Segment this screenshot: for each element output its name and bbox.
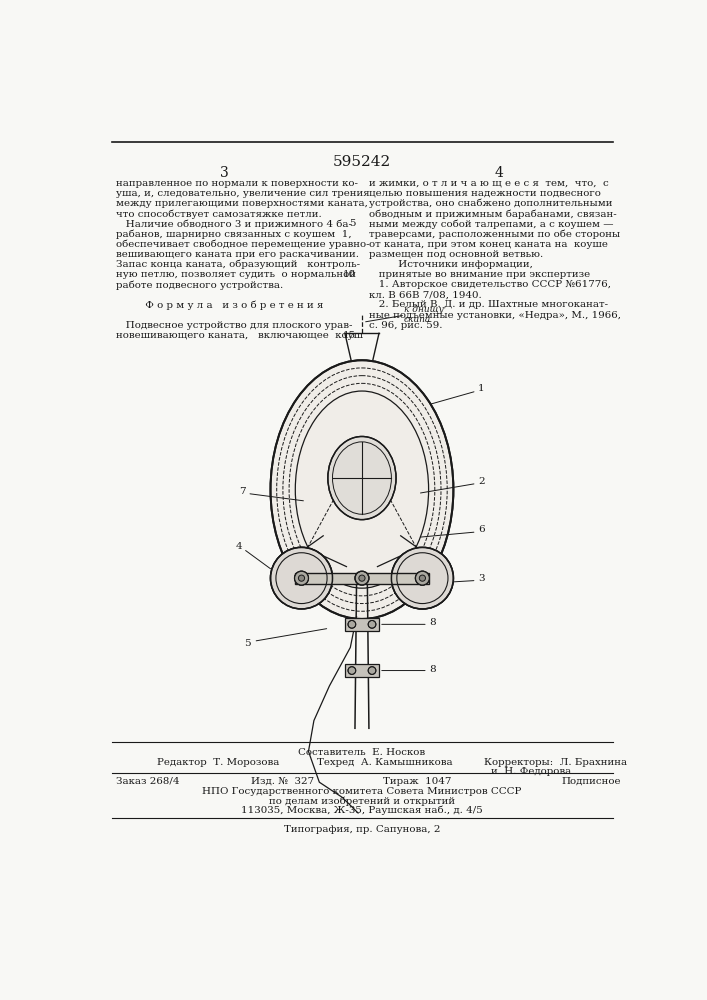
- Text: 4: 4: [235, 542, 242, 551]
- Text: ными между собой талрепами, а с коушем —: ными между собой талрепами, а с коушем —: [369, 219, 614, 229]
- Text: Наличие обводного 3 и прижимного 4 ба-: Наличие обводного 3 и прижимного 4 ба-: [115, 219, 351, 229]
- Text: новешивающего каната,   включающее  коуш: новешивающего каната, включающее коуш: [115, 331, 363, 340]
- Text: 2: 2: [478, 477, 485, 486]
- Text: скипа: скипа: [404, 315, 431, 324]
- Bar: [345, 618, 379, 631]
- Text: рабанов, шарнирно связанных с коушем  1,: рабанов, шарнирно связанных с коушем 1,: [115, 229, 351, 239]
- Text: 5: 5: [349, 219, 356, 228]
- Text: от каната, при этом конец каната на  коуше: от каната, при этом конец каната на коуш…: [369, 240, 608, 249]
- Ellipse shape: [298, 575, 305, 581]
- Text: принятые во внимание при экспертизе: принятые во внимание при экспертизе: [369, 270, 590, 279]
- Text: 595242: 595242: [333, 155, 391, 169]
- Ellipse shape: [419, 575, 426, 581]
- Text: вешивающего каната при его раскачивании.: вешивающего каната при его раскачивании.: [115, 250, 358, 259]
- Text: устройства, оно снабжено дополнительными: устройства, оно снабжено дополнительными: [369, 199, 612, 208]
- Text: Источники информации,: Источники информации,: [369, 260, 533, 269]
- Text: Составитель  Е. Носков: Составитель Е. Носков: [298, 748, 426, 757]
- Text: Тираж  1047: Тираж 1047: [383, 777, 451, 786]
- Ellipse shape: [392, 547, 453, 609]
- Text: ные подъемные установки, «Недра», М., 1966,: ные подъемные установки, «Недра», М., 19…: [369, 311, 621, 320]
- Text: Типография, пр. Сапунова, 2: Типография, пр. Сапунова, 2: [284, 825, 440, 834]
- Text: и  Н. Федорова: и Н. Федорова: [491, 767, 572, 776]
- Text: 2. Белый В. Д. и др. Шахтные многоканат-: 2. Белый В. Д. и др. Шахтные многоканат-: [369, 300, 608, 309]
- Ellipse shape: [348, 667, 356, 674]
- Text: 8: 8: [429, 618, 436, 627]
- Text: к днищу: к днищу: [404, 305, 444, 314]
- Text: по делам изобретений и открытий: по делам изобретений и открытий: [269, 796, 455, 806]
- Text: работе подвесного устройства.: работе подвесного устройства.: [115, 280, 283, 290]
- Bar: [345, 664, 379, 677]
- Text: 8: 8: [429, 665, 436, 674]
- Text: траверсами, расположенными по обе стороны: траверсами, расположенными по обе сторон…: [369, 229, 620, 239]
- Text: 6: 6: [478, 525, 485, 534]
- Ellipse shape: [355, 571, 369, 585]
- Text: НПО Государственного комитета Совета Министров СССР: НПО Государственного комитета Совета Мин…: [202, 787, 522, 796]
- Text: 1: 1: [478, 384, 485, 393]
- Text: Заказ 268/4: Заказ 268/4: [115, 777, 179, 786]
- Text: Техред  А. Камышникова: Техред А. Камышникова: [317, 758, 452, 767]
- Text: 3: 3: [220, 166, 228, 180]
- Text: направленное по нормали к поверхности ко-: направленное по нормали к поверхности ко…: [115, 179, 358, 188]
- Text: 7: 7: [239, 487, 246, 496]
- Text: 15: 15: [343, 331, 356, 340]
- Text: уша, и, следовательно, увеличение сил трения: уша, и, следовательно, увеличение сил тр…: [115, 189, 369, 198]
- Text: Ф о р м у л а   и з о б р е т е н и я: Ф о р м у л а и з о б р е т е н и я: [115, 300, 323, 310]
- Text: целью повышения надежности подвесного: целью повышения надежности подвесного: [369, 189, 601, 198]
- Ellipse shape: [295, 571, 308, 585]
- Text: 5: 5: [245, 639, 251, 648]
- Text: 1. Авторское свидетельство СССР №61776,: 1. Авторское свидетельство СССР №61776,: [369, 280, 611, 289]
- Ellipse shape: [328, 436, 396, 520]
- Bar: [296, 573, 428, 584]
- Text: 113035, Москва, Ж-35, Раушская наб., д. 4/5: 113035, Москва, Ж-35, Раушская наб., д. …: [241, 805, 483, 815]
- Text: Изд. №  327: Изд. № 327: [251, 777, 314, 786]
- Text: и жимки, о т л и ч а ю щ е е с я  тем,  что,  с: и жимки, о т л и ч а ю щ е е с я тем, чт…: [369, 179, 609, 188]
- Ellipse shape: [295, 571, 308, 585]
- Text: Редактор  Т. Морозова: Редактор Т. Морозова: [156, 758, 279, 767]
- Ellipse shape: [416, 571, 429, 585]
- Text: размещен под основной ветвью.: размещен под основной ветвью.: [369, 250, 543, 259]
- Text: Корректоры:  Л. Брахнина: Корректоры: Л. Брахнина: [484, 758, 626, 767]
- Ellipse shape: [416, 571, 429, 585]
- Text: 4: 4: [495, 166, 503, 180]
- Text: 3: 3: [478, 574, 485, 583]
- Ellipse shape: [271, 547, 332, 609]
- Text: Подписное: Подписное: [561, 777, 621, 786]
- Text: обеспечивает свободное перемещение уравно-: обеспечивает свободное перемещение уравн…: [115, 240, 369, 249]
- Text: между прилегающими поверхностями каната,: между прилегающими поверхностями каната,: [115, 199, 368, 208]
- Text: с. 96, рис. 59.: с. 96, рис. 59.: [369, 321, 443, 330]
- Ellipse shape: [348, 620, 356, 628]
- Ellipse shape: [368, 620, 376, 628]
- Text: Подвесное устройство для плоского урав-: Подвесное устройство для плоского урав-: [115, 321, 352, 330]
- Ellipse shape: [368, 667, 376, 674]
- Ellipse shape: [271, 360, 453, 619]
- Ellipse shape: [359, 575, 365, 581]
- Text: Запас конца каната, образующий   контроль-: Запас конца каната, образующий контроль-: [115, 260, 360, 269]
- Text: 10: 10: [343, 270, 356, 279]
- Text: что способствует самозатяжке петли.: что способствует самозатяжке петли.: [115, 209, 321, 219]
- Text: ную петлю, позволяет судить  о нормальной: ную петлю, позволяет судить о нормальной: [115, 270, 356, 279]
- Text: кл. В 66В 7/08, 1940.: кл. В 66В 7/08, 1940.: [369, 290, 481, 299]
- Text: обводным и прижимным барабанами, связан-: обводным и прижимным барабанами, связан-: [369, 209, 617, 219]
